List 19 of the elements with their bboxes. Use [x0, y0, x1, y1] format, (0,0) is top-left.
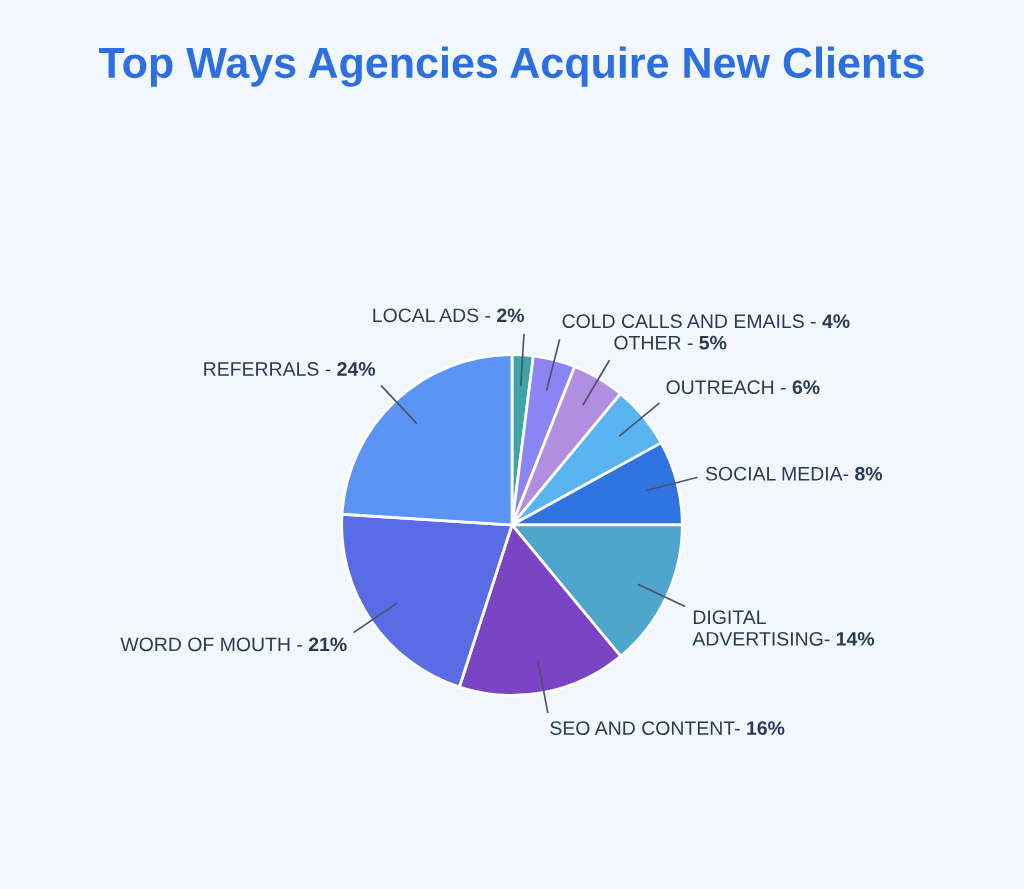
data-label: 6% [792, 380, 820, 395]
slice-label: COLD CALLS AND EMAILS - [562, 314, 816, 329]
data-label: 24% [337, 362, 376, 376]
slice-label: SEO AND CONTENT- [550, 721, 740, 735]
data-label: 8% [855, 466, 883, 481]
data-label: 21% [308, 637, 347, 652]
data-label: 5% [699, 335, 727, 350]
data-label: 14% [836, 632, 875, 646]
slice-label: OTHER - [614, 335, 693, 350]
slice-label: REFERRALS - [204, 362, 331, 376]
slice-label: OUTREACH - [666, 380, 786, 395]
chart-title: Top Ways Agencies Acquire New Clients [99, 46, 924, 87]
data-label: 16% [747, 721, 785, 735]
slice-label: DIGITAL ADVERTISING- [692, 610, 830, 646]
slice-label: SOCIAL MEDIA- [705, 466, 849, 481]
data-label: 2% [497, 308, 524, 323]
data-label: 4% [822, 314, 850, 329]
slice-label: WORD OF MOUTH - [120, 637, 302, 652]
slice-label: LOCAL ADS - [373, 308, 491, 323]
